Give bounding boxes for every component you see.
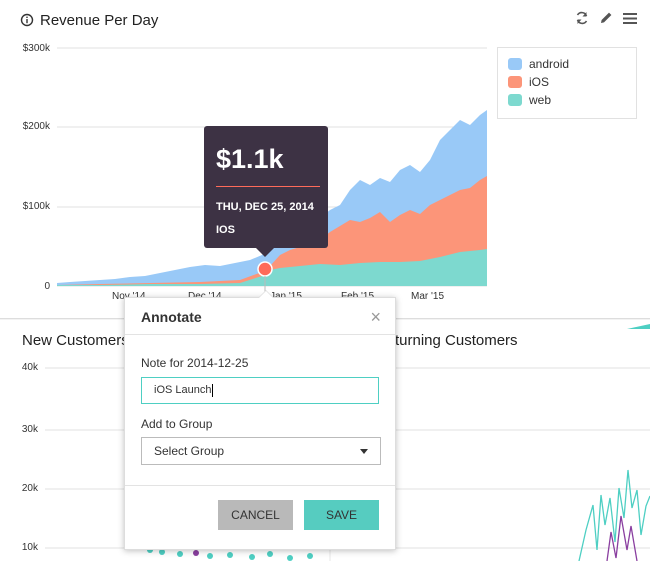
scatter-point	[249, 554, 255, 560]
chart-tooltip: $1.1k THU, DEC 25, 2014 IOS	[204, 126, 328, 257]
pencil-icon[interactable]	[598, 10, 614, 26]
x-tick-label: Jan '15	[270, 291, 302, 302]
legend-swatch	[508, 94, 522, 106]
scatter-point	[159, 549, 165, 555]
scatter-point	[227, 552, 233, 558]
revenue-per-day-card: Revenue Per Day $300k $200k $100k 0 Nov …	[0, 0, 650, 319]
scatter-point	[193, 550, 199, 556]
y-tick-label: $200k	[22, 121, 50, 132]
note-input-value: iOS Launch	[154, 384, 212, 396]
corner-accent	[627, 324, 650, 329]
menu-icon[interactable]	[622, 10, 638, 26]
legend-label: android	[529, 57, 570, 71]
series-line	[578, 469, 650, 561]
y-tick-label: $300k	[22, 43, 50, 54]
legend-item-web[interactable]: web	[508, 93, 551, 107]
group-select[interactable]: Select Group	[141, 437, 381, 465]
info-icon[interactable]	[20, 13, 34, 27]
x-tick-label: Mar '15	[411, 291, 444, 302]
scatter-point	[207, 553, 213, 559]
card-title: New Customers	[22, 332, 129, 349]
text-caret	[212, 383, 214, 397]
y-tick-label: 20k	[21, 483, 38, 494]
close-icon[interactable]: ×	[370, 307, 381, 327]
card-title: turning Customers	[395, 332, 518, 349]
card-title: Revenue Per Day	[40, 12, 159, 29]
legend-label: iOS	[529, 75, 550, 89]
refresh-icon[interactable]	[574, 10, 590, 26]
scatter-point	[307, 553, 313, 559]
returning-customers-chart	[395, 324, 650, 561]
note-label: Note for 2014-12-25	[141, 356, 249, 370]
save-button[interactable]: SAVE	[304, 500, 379, 530]
scatter-point	[177, 551, 183, 557]
group-select-value: Select Group	[154, 444, 225, 458]
x-tick-label: Nov '14	[112, 291, 146, 302]
note-input[interactable]: iOS Launch	[141, 377, 379, 404]
revenue-area-chart: Nov '14 Dec '14 Jan '15 Feb '15 Mar '15	[57, 47, 487, 302]
area-web	[57, 249, 487, 286]
tooltip-value: $1.1k	[216, 144, 284, 174]
x-tick-label: Feb '15	[341, 291, 374, 302]
legend-swatch	[508, 58, 522, 70]
legend-item-ios[interactable]: iOS	[508, 75, 549, 89]
legend-swatch	[508, 76, 522, 88]
chart-legend: android iOS web	[497, 47, 637, 119]
y-tick-label: 10k	[21, 542, 38, 553]
caret-down-icon	[360, 449, 368, 454]
y-tick-label: 30k	[21, 424, 38, 435]
series-line	[606, 515, 638, 561]
popover-title: Annotate	[141, 309, 202, 325]
legend-item-android[interactable]: android	[508, 57, 569, 71]
y-tick-label: 0	[44, 281, 50, 292]
tooltip-date: THU, DEC 25, 2014	[216, 201, 314, 213]
x-tick-label: Dec '14	[188, 291, 222, 302]
scatter-point	[267, 551, 273, 557]
divider	[125, 334, 395, 335]
divider	[125, 485, 395, 486]
highlight-point	[257, 261, 273, 277]
annotate-popover: Annotate × Note for 2014-12-25 iOS Launc…	[124, 290, 396, 550]
area-ios	[57, 176, 487, 286]
y-tick-label: 40k	[21, 362, 38, 373]
group-label: Add to Group	[141, 417, 213, 431]
legend-label: web	[529, 93, 552, 107]
tooltip-series: IOS	[216, 224, 235, 236]
tooltip-divider	[216, 186, 320, 187]
y-tick-label: $100k	[22, 201, 50, 212]
cancel-button[interactable]: CANCEL	[218, 500, 293, 530]
scatter-point	[287, 555, 293, 561]
